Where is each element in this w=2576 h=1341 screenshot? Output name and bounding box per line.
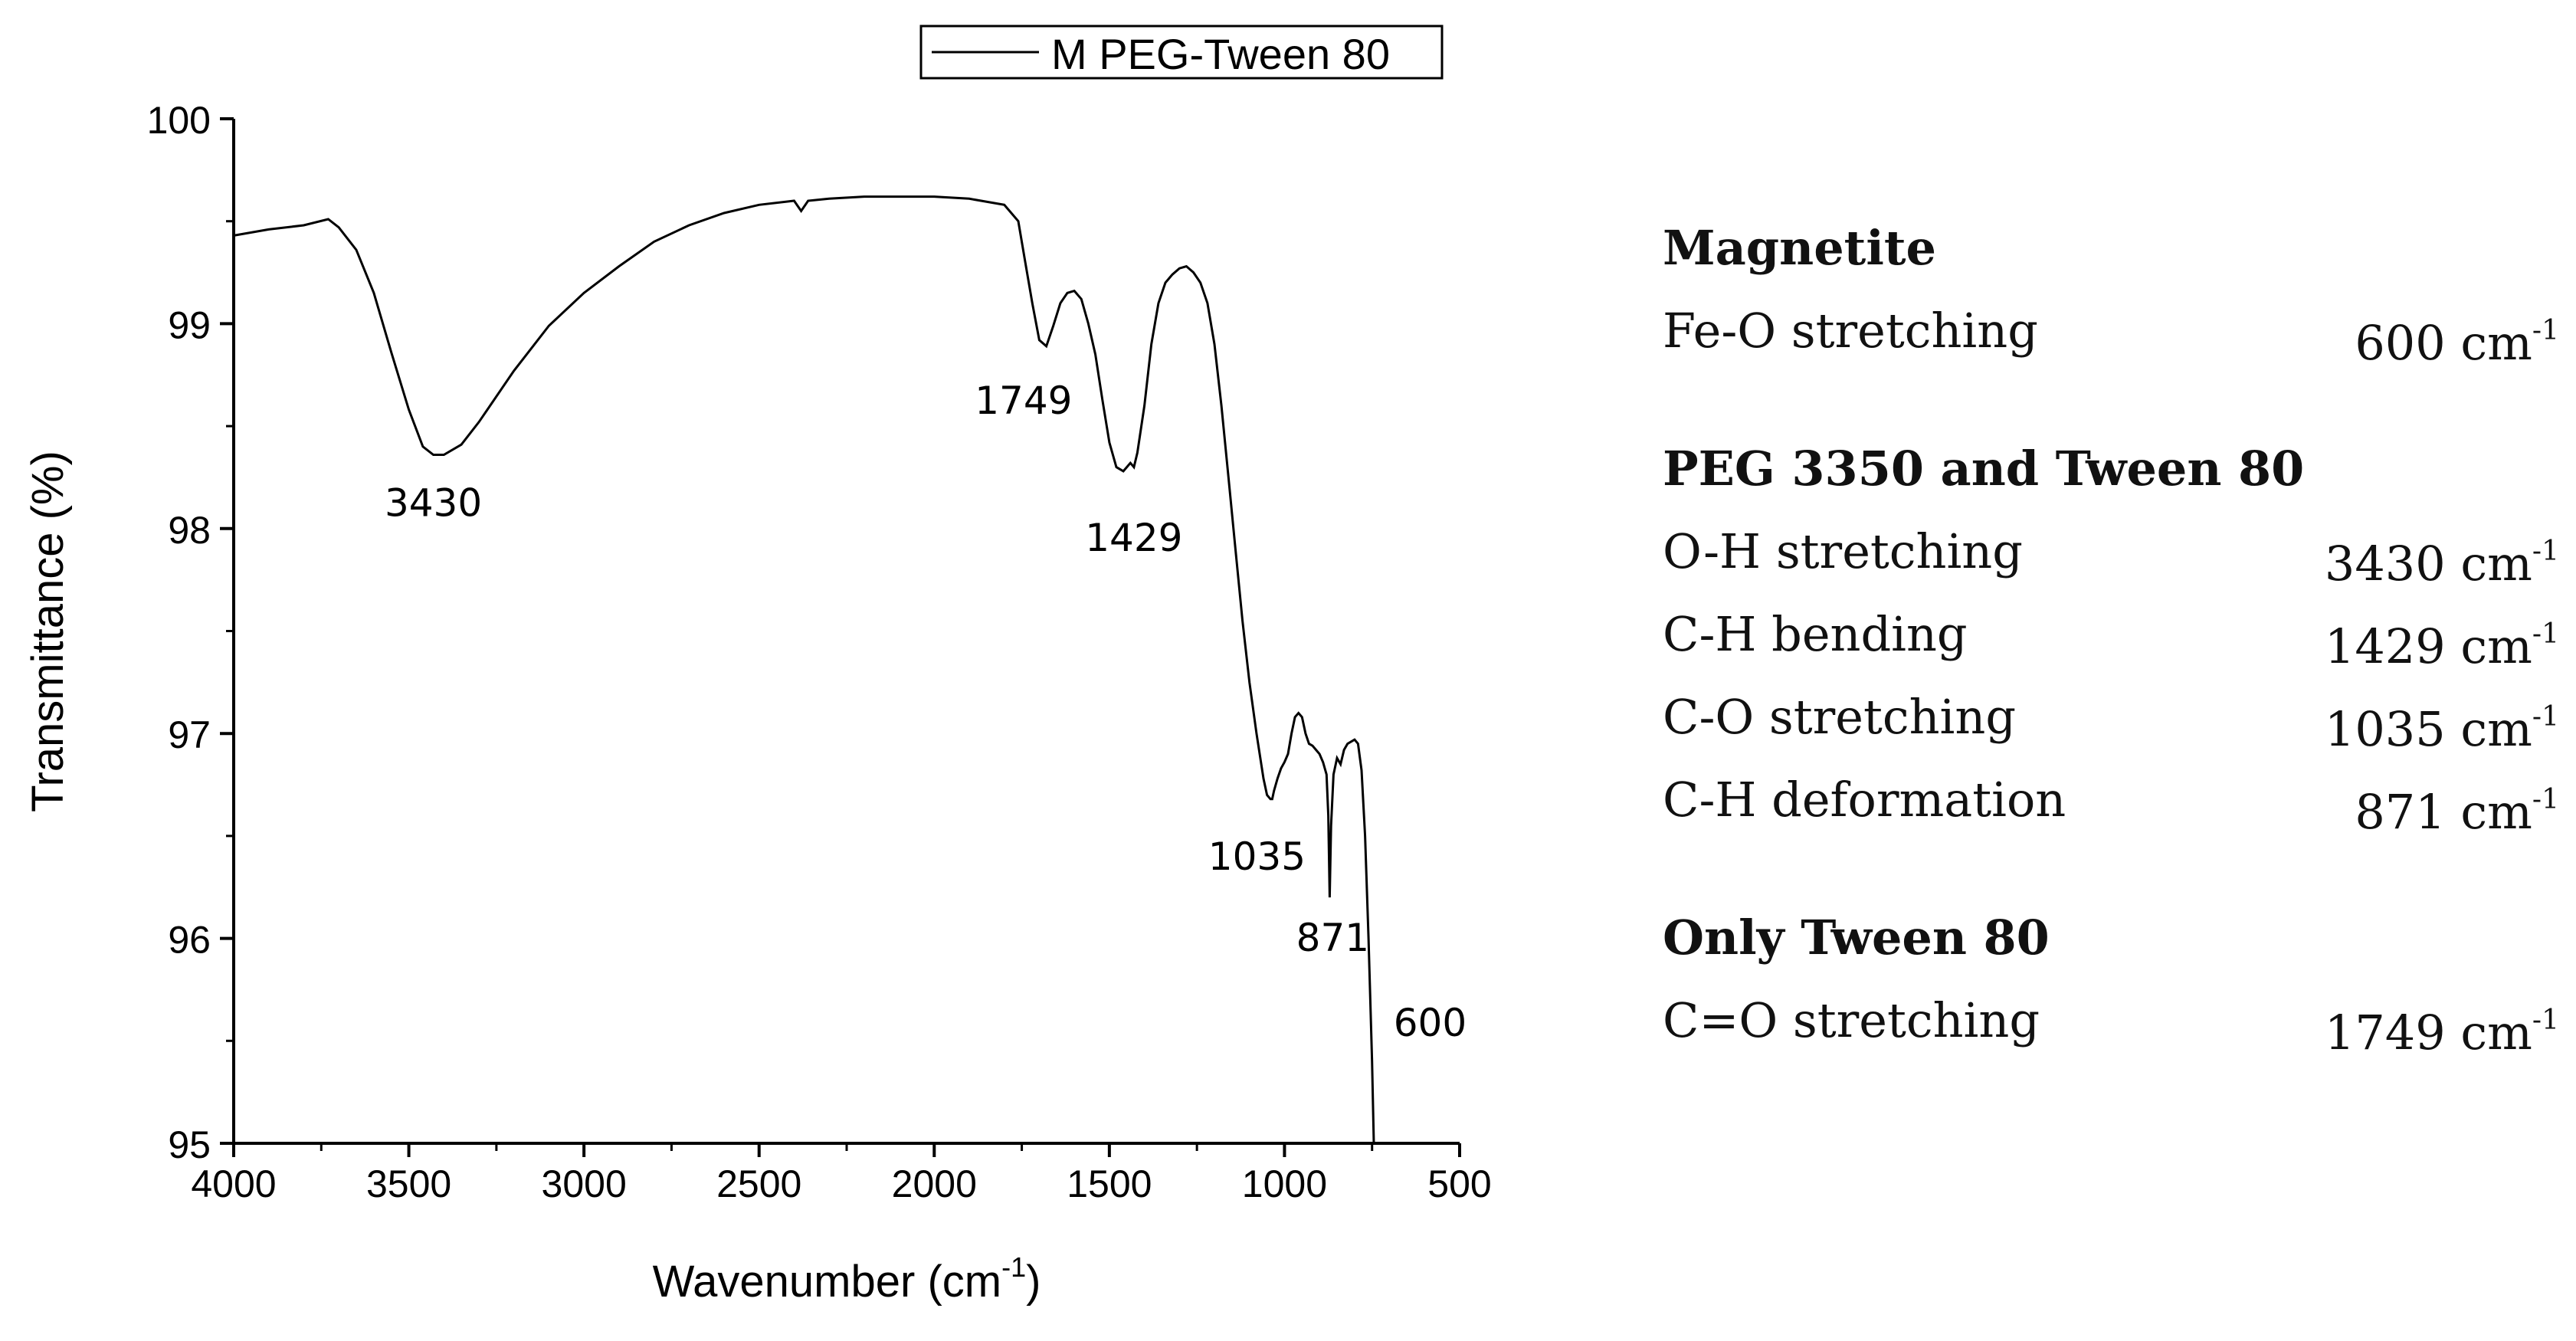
assignment-value: 1035 cm-1 (2324, 701, 2559, 757)
x-tick-label: 4000 (191, 1162, 276, 1205)
x-tick-label: 1500 (1067, 1162, 1152, 1205)
assignment-label: C=O stretching (1663, 992, 2040, 1048)
peak-label: 1429 (1085, 516, 1182, 560)
peak-annotations: 3430 1749 1429 1035 871 600 (385, 379, 1467, 1045)
assignment-row: C-H bending 1429 cm-1 (1663, 593, 2559, 676)
y-tick-label: 99 (168, 303, 211, 346)
y-tick-label: 98 (168, 509, 211, 552)
group-title: Magnetite (1663, 220, 1936, 276)
x-tick-label: 2000 (892, 1162, 977, 1205)
peak-label: 3430 (385, 481, 482, 526)
assignment-label: O-H stretching (1663, 523, 2023, 579)
peak-label: 600 (1394, 1001, 1467, 1045)
x-tick-label: 3000 (542, 1162, 627, 1205)
assignment-table: Magnetite Fe-O stretching 600 cm-1 PEG 3350… (1663, 207, 2559, 1117)
peak-label: 871 (1296, 916, 1369, 960)
assignment-label: C-O stretching (1663, 689, 2017, 745)
peak-label: 1749 (975, 379, 1072, 423)
group-title: PEG 3350 and Tween 80 (1663, 441, 2305, 497)
y-tick-label: 100 (147, 99, 211, 142)
assignment-row: C-H deformation 871 cm-1 (1663, 759, 2559, 841)
y-tick-label: 97 (168, 713, 211, 756)
assignment-row: Fe-O stretching 600 cm-1 (1663, 290, 2559, 372)
assignment-value: 600 cm-1 (2355, 315, 2559, 371)
assignment-value: 1429 cm-1 (2324, 618, 2559, 674)
legend: M PEG-Tween 80 (919, 25, 1444, 80)
assignment-value: 3430 cm-1 (2324, 536, 2559, 592)
y-ticks: 95 96 97 98 99 100 (147, 99, 234, 1166)
group-title: Only Tween 80 (1663, 910, 2050, 966)
x-axis-label: Wavenumber (cm-1) (653, 1251, 1041, 1307)
assignment-value: 1749 cm-1 (2324, 1005, 2559, 1061)
spectrum-line (233, 195, 1375, 1144)
legend-label: M PEG-Tween 80 (1051, 30, 1390, 78)
assignment-group: Magnetite Fe-O stretching 600 cm-1 (1663, 207, 2559, 372)
peak-label: 1035 (1208, 834, 1306, 879)
assignment-label: C-H deformation (1663, 772, 2066, 828)
y-tick-label: 96 (168, 919, 211, 962)
y-axis-label: Transmittance (%) (23, 451, 73, 812)
x-tick-label: 500 (1427, 1162, 1491, 1205)
assignment-row: O-H stretching 3430 cm-1 (1663, 510, 2559, 593)
x-tick-label: 3500 (366, 1162, 451, 1205)
x-tick-label: 1000 (1242, 1162, 1327, 1205)
assignment-label: C-H bending (1663, 606, 1968, 662)
assignment-value: 871 cm-1 (2355, 784, 2559, 840)
assignment-row: C=O stretching 1749 cm-1 (1663, 979, 2559, 1062)
assignment-row: C-O stretching 1035 cm-1 (1663, 676, 2559, 759)
assignment-group: PEG 3350 and Tween 80 O-H stretching 3430 … (1663, 428, 2559, 841)
x-ticks: 4000 3500 3000 2500 2000 1500 1000 500 (191, 1143, 1492, 1205)
ftir-chart: M PEG-Tween 80 95 96 97 98 99 100 4000 3500 300… (23, 25, 1492, 1307)
assignment-group: Only Tween 80 C=O stretching 1749 cm-1 (1663, 897, 2559, 1062)
assignment-label: Fe-O stretching (1663, 303, 2038, 359)
y-tick-label: 95 (168, 1123, 211, 1166)
x-tick-label: 2500 (716, 1162, 801, 1205)
